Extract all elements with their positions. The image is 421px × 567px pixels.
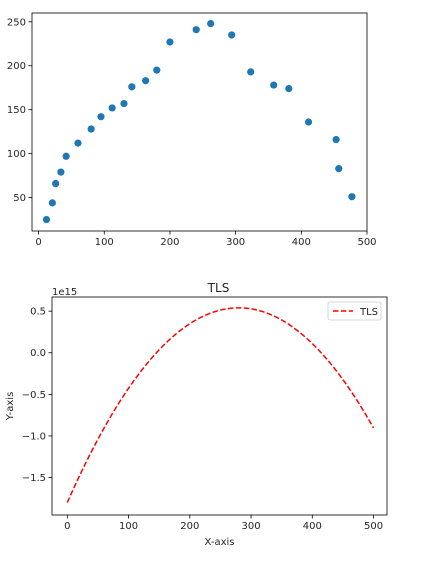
y-tick-label: 250 <box>7 17 26 28</box>
y-tick-label: −0.5 <box>22 390 46 401</box>
x-tick-label: 500 <box>364 521 383 532</box>
scatter-point <box>228 31 236 39</box>
scatter-point <box>207 19 215 28</box>
scatter-point <box>87 125 95 133</box>
scatter-point <box>62 152 70 160</box>
y-tick-label: 50 <box>13 193 26 204</box>
scatter-point <box>153 66 161 74</box>
y-axis-label: Y-axis <box>5 392 16 422</box>
line-y-ticks: −1.5 −1.0 −0.5 0.0 0.5 <box>22 307 52 484</box>
scatter-point <box>97 113 105 121</box>
x-tick-label: 200 <box>180 521 199 532</box>
scatter-point <box>108 104 116 112</box>
scatter-point <box>166 38 174 46</box>
scatter-plot-frame <box>31 12 368 232</box>
scatter-point <box>74 139 82 147</box>
line-chart-title: TLS <box>207 281 230 295</box>
y-tick-label: 0.0 <box>30 348 46 359</box>
scatter-point <box>335 164 343 173</box>
scatter-point <box>332 135 340 144</box>
scatter-point <box>142 77 150 85</box>
x-axis-label: X-axis <box>205 537 235 548</box>
y-tick-label: −1.5 <box>22 473 46 484</box>
scatter-point <box>304 118 313 126</box>
legend-box <box>327 301 382 321</box>
x-tick-label: 100 <box>119 521 138 532</box>
scatter-point <box>42 215 51 224</box>
line-x-ticks: 0 100 200 300 400 500 <box>64 515 383 532</box>
scatter-points <box>42 19 356 224</box>
x-tick-label: 400 <box>292 237 311 248</box>
scatter-x-ticks: 0 100 200 300 400 500 <box>35 231 377 248</box>
scatter-point <box>128 83 136 91</box>
line-plot-frame <box>51 296 388 516</box>
line-axes: TLS 1e15 0 100 200 300 400 500 −1.5 −1.0 −0.5 0.… <box>5 281 388 548</box>
x-tick-label: 300 <box>241 521 260 532</box>
legend: TLS <box>327 301 382 321</box>
x-tick-label: 0 <box>35 237 41 248</box>
tls-series-line <box>66 307 375 503</box>
y-tick-label: 200 <box>7 61 26 72</box>
x-tick-label: 400 <box>303 521 322 532</box>
scatter-point <box>48 199 56 207</box>
x-tick-label: 0 <box>64 521 70 532</box>
scatter-point <box>270 81 278 89</box>
legend-label-tls: TLS <box>359 307 378 318</box>
x-tick-label: 500 <box>357 237 376 248</box>
x-tick-label: 200 <box>160 237 179 248</box>
scatter-point <box>247 68 255 76</box>
scatter-axes: 0 100 200 300 400 500 50 100 150 200 250 <box>7 12 377 248</box>
y-tick-label: 150 <box>7 105 26 116</box>
scatter-point <box>52 179 60 188</box>
x-tick-label: 100 <box>95 237 114 248</box>
scatter-point <box>57 168 65 176</box>
y-tick-label: 0.5 <box>30 307 46 318</box>
x-tick-label: 300 <box>226 237 245 248</box>
scatter-point <box>192 26 200 34</box>
y-scale-exponent-label: 1e15 <box>52 287 77 298</box>
scatter-point <box>285 84 293 93</box>
scatter-y-ticks: 50 100 150 200 250 <box>7 17 32 204</box>
y-tick-label: 100 <box>7 149 26 160</box>
y-tick-label: −1.0 <box>22 431 46 442</box>
scatter-point <box>120 99 128 108</box>
scatter-point <box>348 193 356 201</box>
